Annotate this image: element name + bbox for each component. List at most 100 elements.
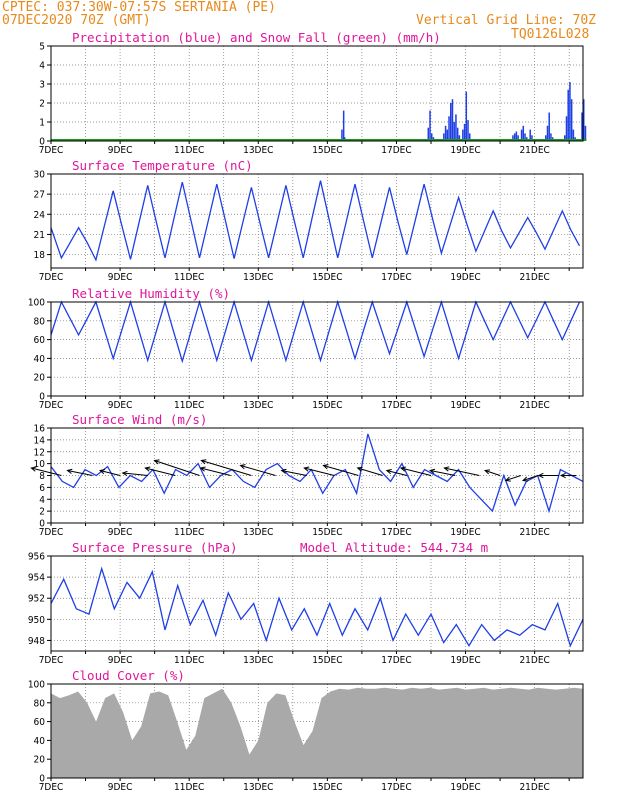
panel-title: Surface Wind (m/s) — [72, 412, 207, 427]
panel-frame — [50, 173, 584, 269]
y-tick-label: 1 — [39, 118, 45, 129]
precip-bar — [565, 116, 568, 141]
precip-bar — [583, 99, 585, 141]
y-tick-label: 952 — [28, 594, 45, 605]
x-tick-label: 21DEC — [519, 782, 549, 793]
x-tick-label: 17DEC — [381, 527, 411, 538]
precip-bar — [427, 127, 430, 141]
precip-bar — [469, 133, 471, 141]
wind-arrow — [31, 467, 62, 476]
precip-bar — [513, 133, 516, 141]
panel-5: 0 20 40 60 80 100 7DEC 9DEC 11DEC 13DEC 15DEC 17DEC… — [28, 668, 584, 793]
y-tick-label: 60 — [34, 335, 46, 346]
wind-arrow — [281, 470, 307, 476]
header-line3-right: TQ0126L028 — [511, 27, 589, 42]
x-tick-label: 21DEC — [519, 527, 549, 538]
panel-1: 18 21 24 27 30 7DEC 9DEC 11DEC 13DEC 15DEC 17DEC 19… — [34, 158, 584, 283]
x-tick-label: 11DEC — [174, 655, 204, 666]
x-tick-label: 15DEC — [312, 655, 342, 666]
x-tick-label: 17DEC — [381, 400, 411, 411]
pressure-line — [50, 566, 584, 648]
wind-arrow-head — [559, 472, 566, 479]
y-tick-label: 0 — [39, 774, 45, 785]
y-tick-label: 20 — [34, 373, 46, 384]
wind-arrow-head — [239, 464, 246, 470]
x-tick-label: 19DEC — [450, 145, 480, 156]
precip-bar — [467, 120, 469, 141]
y-tick-label: 14 — [34, 435, 46, 446]
precip-bar — [458, 135, 461, 141]
panel-title: Relative Humidity (%) — [72, 286, 230, 301]
y-tick-label: 6 — [39, 483, 45, 494]
wind-arrow — [240, 465, 276, 476]
temperature-line — [50, 180, 581, 262]
wind-arrow — [323, 465, 359, 476]
y-tick-label: 20 — [34, 755, 46, 766]
precip-bar — [529, 129, 531, 141]
y-tick-label: 0 — [39, 392, 45, 403]
x-tick-label: 13DEC — [243, 145, 273, 156]
precip-bar — [446, 129, 449, 141]
precip-bar — [463, 123, 466, 141]
panel-annotation: Model Altitude: 544.734 m — [300, 540, 488, 555]
precip-bar — [520, 129, 523, 141]
y-tick-label: 3 — [39, 80, 45, 91]
y-tick-label: 80 — [34, 698, 46, 709]
precip-bar — [455, 114, 457, 141]
precip-bar — [564, 135, 566, 141]
wind-arrow — [400, 467, 432, 476]
x-tick-label: 11DEC — [174, 527, 204, 538]
wind-arrow-head — [121, 470, 128, 477]
wind-arrow — [201, 460, 252, 476]
precip-bar — [450, 103, 452, 141]
precip-bar — [453, 122, 455, 141]
y-tick-label: 60 — [34, 717, 46, 728]
wind-arrow — [122, 472, 148, 476]
y-tick-label: 950 — [28, 615, 45, 626]
x-tick-label: 11DEC — [174, 400, 204, 411]
x-tick-label: 11DEC — [174, 145, 204, 156]
wind-arrow-head — [484, 469, 491, 475]
wind-arrow — [484, 470, 501, 476]
wind-arrow-head — [429, 468, 436, 474]
precip-bar — [429, 110, 431, 141]
precip-bar — [545, 135, 547, 141]
precip-bar — [443, 133, 445, 141]
y-tick-label: 40 — [34, 736, 46, 747]
y-tick-label: 2 — [39, 507, 45, 518]
x-tick-label: 13DEC — [243, 782, 273, 793]
wind-arrow-head — [356, 466, 363, 472]
wind-arrow-head — [443, 466, 450, 472]
wind-arrow — [145, 467, 176, 476]
x-tick-label: 9DEC — [108, 272, 133, 283]
precip-bar — [431, 133, 433, 141]
wind-arrow-head — [98, 468, 106, 475]
y-tick-label: 24 — [34, 210, 46, 221]
wind-arrow — [200, 467, 231, 476]
x-tick-label: 21DEC — [519, 145, 549, 156]
x-tick-label: 19DEC — [450, 655, 480, 666]
y-tick-label: 5 — [39, 42, 45, 53]
precip-bar — [567, 89, 569, 141]
wind-arrow-head — [522, 476, 529, 482]
x-tick-label: 21DEC — [519, 655, 549, 666]
panel-frame — [50, 555, 584, 652]
panel-title: Surface Temperature (nC) — [72, 158, 253, 173]
precip-bar — [581, 112, 583, 141]
wind-arrow — [304, 467, 335, 476]
precip-bar — [522, 125, 525, 141]
wind-arrow — [99, 470, 121, 476]
header-line2-left: 07DEC2020 70Z (GMT) — [2, 13, 151, 28]
precip-bar — [462, 129, 464, 141]
y-tick-label: 10 — [34, 459, 46, 470]
precip-bar — [342, 110, 345, 141]
y-tick-label: 4 — [39, 61, 45, 72]
wind-arrow-head — [66, 468, 73, 474]
x-tick-label: 9DEC — [108, 655, 133, 666]
panel-frame — [50, 301, 584, 397]
y-tick-label: 4 — [39, 495, 45, 506]
x-tick-label: 11DEC — [174, 782, 204, 793]
x-tick-label: 9DEC — [108, 145, 133, 156]
x-tick-label: 9DEC — [108, 527, 133, 538]
